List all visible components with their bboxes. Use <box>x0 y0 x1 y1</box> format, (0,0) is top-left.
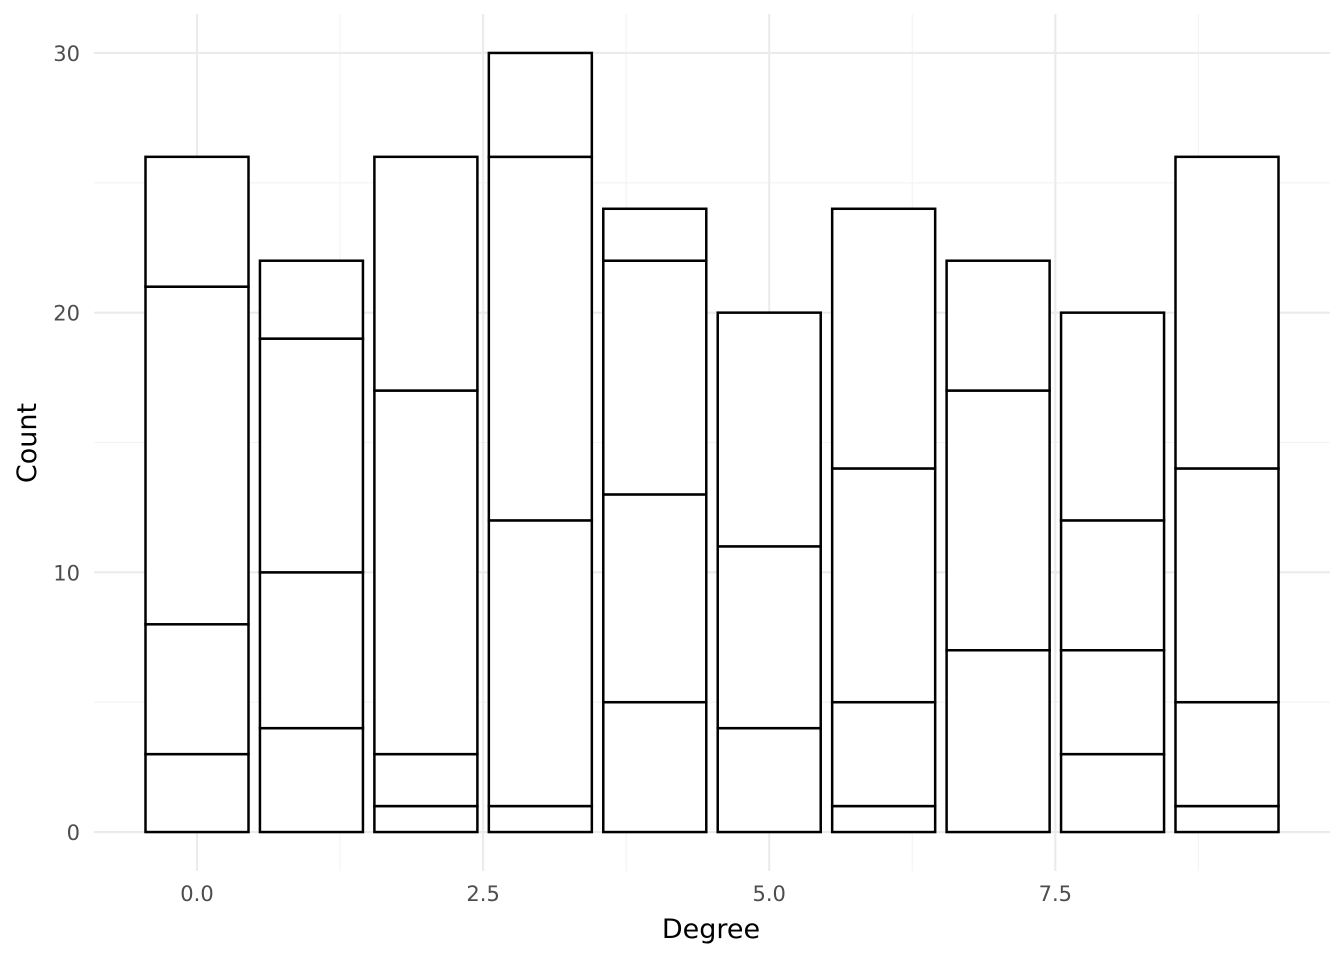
y-axis-ticks: 0 10 20 30 <box>53 42 80 845</box>
bar-segment <box>1174 155 1280 470</box>
bar-segment <box>258 726 365 834</box>
bar-6 <box>830 207 937 834</box>
bar-segment <box>487 51 594 159</box>
x-tick-label: 7.5 <box>1039 882 1072 906</box>
bar-segment <box>144 155 250 288</box>
x-axis-ticks: 0.0 2.5 5.0 7.5 <box>180 882 1072 906</box>
x-tick-label: 0.0 <box>180 882 213 906</box>
bar-segment <box>602 700 708 834</box>
bar-segment <box>830 207 937 470</box>
bar-segment <box>1059 519 1166 652</box>
bar-8 <box>1059 311 1166 834</box>
bar-segment <box>144 285 250 626</box>
bar-3 <box>487 51 594 834</box>
bar-segment <box>830 467 937 704</box>
bar-segment <box>1174 700 1280 808</box>
bar-segment <box>373 804 479 834</box>
bar-segment <box>258 259 365 340</box>
bar-segment <box>716 726 822 834</box>
bar-segment <box>1059 752 1166 834</box>
bar-segment <box>1174 804 1280 834</box>
bar-segment <box>1059 649 1166 756</box>
bar-segment <box>487 804 594 834</box>
bar-7 <box>945 259 1051 834</box>
bar-segment <box>830 700 937 808</box>
y-tick-label: 30 <box>53 42 80 66</box>
bar-segment <box>602 493 708 704</box>
x-axis-title: Degree <box>662 914 760 945</box>
bar-2 <box>373 155 479 834</box>
bar-segment <box>144 752 250 834</box>
bar-segment <box>602 259 708 496</box>
y-tick-label: 10 <box>53 561 80 585</box>
bar-segment <box>373 389 479 756</box>
bar-segment <box>487 519 594 808</box>
bar-segment <box>258 337 365 574</box>
bar-segment <box>945 389 1051 652</box>
bar-segment <box>487 155 594 522</box>
bar-0 <box>144 155 250 834</box>
bar-segment <box>945 649 1051 834</box>
bar-segment <box>716 545 822 730</box>
bar-segment <box>716 311 822 548</box>
bar-segment <box>830 804 937 834</box>
bar-segment <box>602 207 708 262</box>
bar-9 <box>1174 155 1280 834</box>
bar-5 <box>716 311 822 834</box>
bar-segment <box>1059 311 1166 522</box>
y-axis-title: Count <box>12 403 43 483</box>
bar-segment <box>373 155 479 392</box>
bar-segment <box>1174 467 1280 704</box>
y-tick-label: 0 <box>67 821 80 845</box>
bar-segment <box>945 259 1051 392</box>
bar-segment <box>373 752 479 808</box>
x-tick-label: 5.0 <box>753 882 786 906</box>
bar-1 <box>258 259 365 834</box>
bars <box>144 51 1280 834</box>
bar-segment <box>258 571 365 730</box>
bar-4 <box>602 207 708 834</box>
x-tick-label: 2.5 <box>466 882 499 906</box>
bar-segment <box>144 623 250 756</box>
y-tick-label: 20 <box>53 302 80 326</box>
